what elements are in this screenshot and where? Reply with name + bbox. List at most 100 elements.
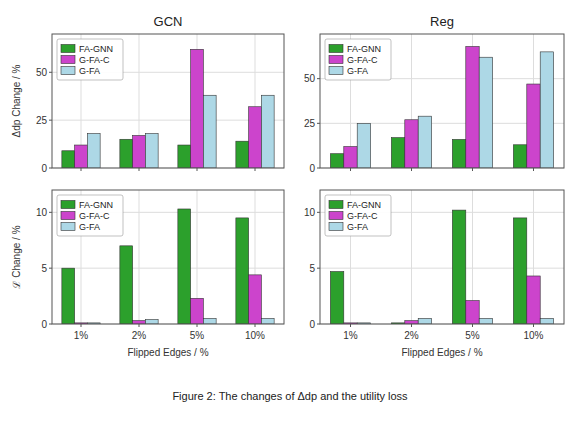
bar bbox=[145, 134, 158, 168]
tick-label: 0 bbox=[309, 319, 315, 330]
tick-mark bbox=[81, 168, 82, 171]
legend-label: G-FA bbox=[79, 222, 100, 232]
figure: 02550GCNΔdp Change / %FA-GNNG-FA-CG-FA02… bbox=[0, 0, 580, 440]
bars bbox=[62, 209, 274, 324]
plot-area bbox=[52, 190, 284, 324]
tick-mark bbox=[139, 168, 140, 171]
legend-label: G-FA-C bbox=[347, 55, 378, 65]
tick-label: 5% bbox=[190, 330, 205, 341]
bar bbox=[249, 275, 262, 324]
tick-mark bbox=[317, 78, 320, 79]
bar bbox=[261, 318, 274, 324]
plot-area bbox=[320, 190, 564, 324]
tick-mark bbox=[317, 123, 320, 124]
bar bbox=[62, 151, 75, 168]
bar bbox=[479, 57, 492, 168]
bar bbox=[513, 218, 526, 324]
tick-mark bbox=[81, 324, 82, 327]
axis-label: Flipped Edges / % bbox=[401, 347, 482, 358]
grid-line bbox=[320, 268, 564, 269]
tick-mark bbox=[317, 268, 320, 269]
tick-label: 50 bbox=[304, 73, 316, 84]
tick-label: 0 bbox=[309, 163, 315, 174]
subplot: 05101%2%5%10%ℒ Change / %Flipped Edges /… bbox=[11, 190, 284, 358]
legend-swatch bbox=[329, 212, 343, 220]
legend-label: FA-GNN bbox=[79, 44, 113, 54]
tick-mark bbox=[317, 324, 320, 325]
tick-mark bbox=[472, 168, 473, 171]
subplot: 05101%2%5%10%Flipped Edges / %FA-GNNG-FA… bbox=[304, 190, 564, 358]
grid-line bbox=[52, 268, 284, 269]
bar bbox=[145, 320, 158, 324]
legend: FA-GNNG-FA-CG-FA bbox=[57, 39, 123, 80]
tick-label: 0 bbox=[41, 319, 47, 330]
bar bbox=[120, 139, 133, 168]
bars bbox=[330, 47, 553, 168]
tick-label: 0 bbox=[41, 163, 47, 174]
bar bbox=[178, 209, 191, 324]
bar bbox=[452, 210, 465, 324]
legend-label: G-FA bbox=[347, 66, 368, 76]
bars bbox=[330, 210, 553, 324]
legend-swatch bbox=[329, 56, 343, 64]
bar bbox=[466, 301, 479, 324]
subplot-title: Reg bbox=[430, 14, 454, 29]
tick-mark bbox=[350, 168, 351, 171]
subplot-title: GCN bbox=[154, 14, 183, 29]
bar bbox=[87, 134, 100, 168]
tick-label: 1% bbox=[74, 330, 89, 341]
bar bbox=[203, 95, 216, 168]
tick-mark bbox=[472, 324, 473, 327]
axis-label: Flipped Edges / % bbox=[127, 347, 208, 358]
tick-label: 10% bbox=[523, 330, 543, 341]
legend-swatch bbox=[61, 45, 75, 53]
bar bbox=[330, 272, 343, 324]
legend-label: G-FA bbox=[79, 66, 100, 76]
legend: FA-GNNG-FA-CG-FA bbox=[325, 195, 391, 236]
tick-mark bbox=[139, 324, 140, 327]
legend-label: FA-GNN bbox=[79, 200, 113, 210]
subplot: 02550GCNΔdp Change / %FA-GNNG-FA-CG-FA bbox=[11, 14, 284, 174]
legend-frame bbox=[325, 195, 391, 236]
plot-frame bbox=[52, 34, 284, 168]
plot-frame bbox=[52, 190, 284, 324]
tick-label: 10 bbox=[36, 207, 48, 218]
bar bbox=[249, 107, 262, 168]
bar bbox=[540, 52, 553, 168]
tick-mark bbox=[255, 168, 256, 171]
tick-mark bbox=[49, 168, 52, 169]
bar bbox=[405, 120, 418, 168]
legend-swatch bbox=[61, 56, 75, 64]
tick-mark bbox=[411, 168, 412, 171]
legend-swatch bbox=[61, 212, 75, 220]
legend: FA-GNNG-FA-CG-FA bbox=[57, 195, 123, 236]
bar bbox=[203, 318, 216, 324]
bars bbox=[62, 49, 274, 168]
tick-label: 50 bbox=[36, 67, 48, 78]
bar bbox=[479, 318, 492, 324]
tick-mark bbox=[49, 268, 52, 269]
tick-mark bbox=[411, 324, 412, 327]
bar bbox=[236, 218, 249, 324]
plot-frame bbox=[320, 190, 564, 324]
legend-label: G-FA-C bbox=[79, 211, 110, 221]
tick-mark bbox=[533, 324, 534, 327]
subplot: 02550RegFA-GNNG-FA-CG-FA bbox=[304, 14, 564, 174]
bar bbox=[178, 145, 191, 168]
bar bbox=[344, 147, 357, 168]
bar bbox=[540, 318, 553, 324]
tick-label: 5 bbox=[309, 263, 315, 274]
tick-mark bbox=[317, 168, 320, 169]
tick-label: 25 bbox=[304, 118, 316, 129]
legend-swatch bbox=[329, 45, 343, 53]
bar bbox=[62, 268, 75, 324]
bar bbox=[191, 298, 204, 324]
bar bbox=[75, 145, 88, 168]
tick-mark bbox=[49, 72, 52, 73]
tick-label: 2% bbox=[132, 330, 147, 341]
legend-label: G-FA bbox=[347, 222, 368, 232]
tick-mark bbox=[197, 324, 198, 327]
bar bbox=[133, 135, 146, 168]
bar bbox=[405, 321, 418, 324]
legend-swatch bbox=[329, 67, 343, 75]
